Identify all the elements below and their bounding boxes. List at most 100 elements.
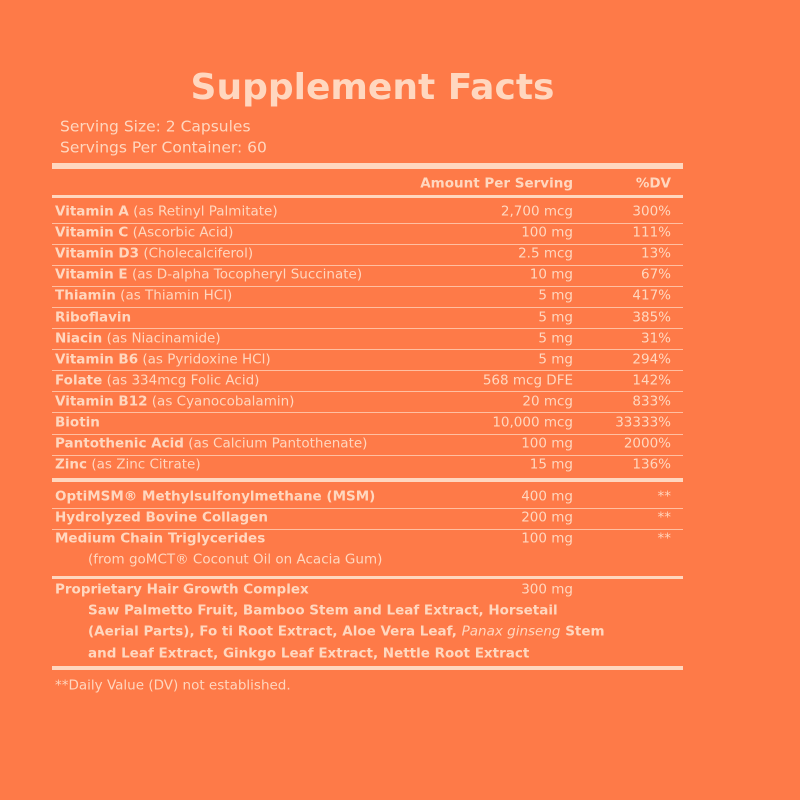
amount: 5 mg: [538, 350, 573, 367]
thin-rule: [52, 454, 683, 456]
daily-value: 136%: [632, 456, 671, 473]
thick-rule: [52, 576, 683, 579]
amount: 400 mg: [521, 488, 573, 505]
amount-header: Amount Per Serving: [420, 175, 573, 192]
thin-rule: [52, 349, 683, 351]
nutrient-detail: (Cholecalciferol): [143, 245, 254, 262]
amount: 100 mg: [521, 530, 573, 547]
thin-rule: [52, 222, 683, 224]
footnote: **Daily Value (DV) not established.: [55, 677, 291, 694]
latin-name: Panax ginseng: [461, 623, 561, 640]
daily-value: 67%: [640, 266, 671, 283]
row-name: Vitamin B12 (as Cyanocobalamin): [55, 393, 295, 410]
thin-rule: [52, 306, 683, 308]
amount: 568 mcg DFE: [482, 372, 573, 389]
daily-value: **: [657, 509, 672, 526]
nutrient-detail: (as D-alpha Tocopheryl Succinate): [131, 266, 363, 283]
daily-value: 111%: [632, 224, 671, 241]
blend-line: and Leaf Extract, Ginkgo Leaf Extract, N…: [88, 644, 530, 661]
amount: 2,700 mcg: [500, 203, 573, 220]
row-name: Vitamin A (as Retinyl Palmitate): [55, 205, 278, 219]
row-name: Niacin (as Niacinamide): [55, 329, 221, 346]
row-name: Proprietary Hair Growth Complex: [55, 583, 309, 597]
row-name: OptiMSM® Methylsulfonylmethane (MSM): [55, 490, 375, 504]
daily-value: 142%: [632, 372, 671, 389]
nutrient-name: OptiMSM® Methylsulfonylmethane (MSM): [55, 488, 376, 505]
blend-line: (Aerial Parts), Fo ti Root Extract, Aloe…: [88, 623, 605, 640]
nutrient-detail: (as Thiamin HCl): [120, 287, 233, 304]
nutrient-name: Biotin: [55, 414, 100, 431]
thin-rule: [52, 370, 683, 372]
nutrient-name: Vitamin B12: [55, 393, 148, 410]
nutrient-detail: (as Cyanocobalamin): [151, 393, 295, 410]
dv-header: %DV: [635, 175, 671, 192]
row-name: Folate (as 334mcg Folic Acid): [55, 372, 259, 389]
thin-rule: [52, 264, 683, 266]
medium-rule: [52, 195, 683, 198]
thin-rule: [52, 433, 683, 435]
title: Supplement Facts: [190, 67, 555, 108]
nutrient-name: Vitamin E: [55, 266, 128, 283]
servings-per-container: Servings Per Container: 60: [60, 138, 267, 157]
row-name: Vitamin E (as D-alpha Tocopheryl Succina…: [55, 266, 363, 283]
amount: 2.5 mcg: [518, 245, 573, 262]
nutrient-name: Vitamin B6: [55, 350, 139, 367]
daily-value: 33333%: [615, 414, 671, 431]
nutrient-name: Medium Chain Triglycerides: [55, 530, 266, 547]
nutrient-detail: (Ascorbic Acid): [132, 224, 234, 241]
daily-value: 833%: [632, 393, 671, 410]
row-name: Vitamin C (Ascorbic Acid): [55, 226, 233, 240]
thin-rule: [52, 391, 683, 393]
daily-value: 417%: [632, 287, 671, 304]
blend-line: Saw Palmetto Fruit, Bamboo Stem and Leaf…: [88, 602, 558, 619]
thick-rule: [52, 478, 683, 482]
thin-rule: [52, 328, 683, 329]
sub-detail: (from goMCT® Coconut Oil on Acacia Gum): [88, 551, 383, 568]
nutrient-detail: (as Zinc Citrate): [91, 456, 201, 473]
nutrient-name: Folate: [55, 372, 103, 389]
row-name: Pantothenic Acid (as Calcium Pantothenat…: [55, 437, 367, 451]
blend-text: (Aerial Parts), Fo ti Root Extract, Aloe…: [88, 623, 462, 640]
serving-size: Serving Size: 2 Capsules: [60, 117, 251, 136]
blend-text: Stem: [560, 623, 605, 640]
row-name: Hydrolyzed Bovine Collagen: [55, 511, 268, 525]
amount: 10 mg: [529, 266, 573, 283]
amount: 5 mg: [538, 308, 573, 325]
daily-value: 13%: [640, 245, 671, 262]
daily-value: 2000%: [623, 435, 671, 452]
row-name: Thiamin (as Thiamin HCl): [55, 287, 233, 304]
nutrient-name: Pantothenic Acid: [55, 435, 184, 452]
nutrient-name: Vitamin D3: [55, 245, 140, 262]
nutrient-name: Vitamin C: [55, 224, 129, 241]
amount: 100 mg: [521, 435, 573, 452]
nutrient-detail: (as Calcium Pantothenate): [188, 435, 368, 452]
daily-value: 294%: [632, 350, 671, 367]
daily-value: **: [657, 488, 672, 505]
daily-value: 31%: [640, 329, 671, 346]
daily-value: 300%: [632, 203, 671, 220]
row-name: Vitamin D3 (Cholecalciferol): [55, 247, 253, 261]
thin-rule: [52, 285, 683, 287]
row-name: Riboflavin: [55, 308, 132, 325]
amount: 10,000 mcg: [492, 414, 573, 431]
nutrient-name: Riboflavin: [55, 308, 132, 325]
thick-rule: [52, 163, 683, 169]
thick-rule: [52, 666, 683, 670]
thin-rule: [52, 412, 683, 414]
amount: 100 mg: [521, 224, 573, 241]
nutrient-name: Hydrolyzed Bovine Collagen: [55, 509, 268, 526]
nutrient-name: Niacin: [55, 329, 103, 346]
daily-value: **: [657, 530, 672, 547]
nutrient-name: Zinc: [55, 456, 88, 473]
thin-rule: [52, 528, 683, 530]
row-name: Medium Chain Triglycerides: [55, 532, 265, 546]
row-name: Zinc (as Zinc Citrate): [55, 458, 201, 472]
amount: 300 mg: [521, 581, 573, 598]
nutrient-name: Vitamin A: [55, 203, 129, 220]
nutrient-name: Proprietary Hair Growth Complex: [55, 581, 309, 598]
amount: 15 mg: [529, 456, 573, 473]
nutrient-detail: (as Niacinamide): [106, 329, 221, 346]
nutrient-detail: (as Pyridoxine HCl): [142, 350, 271, 367]
thin-rule: [52, 243, 683, 245]
